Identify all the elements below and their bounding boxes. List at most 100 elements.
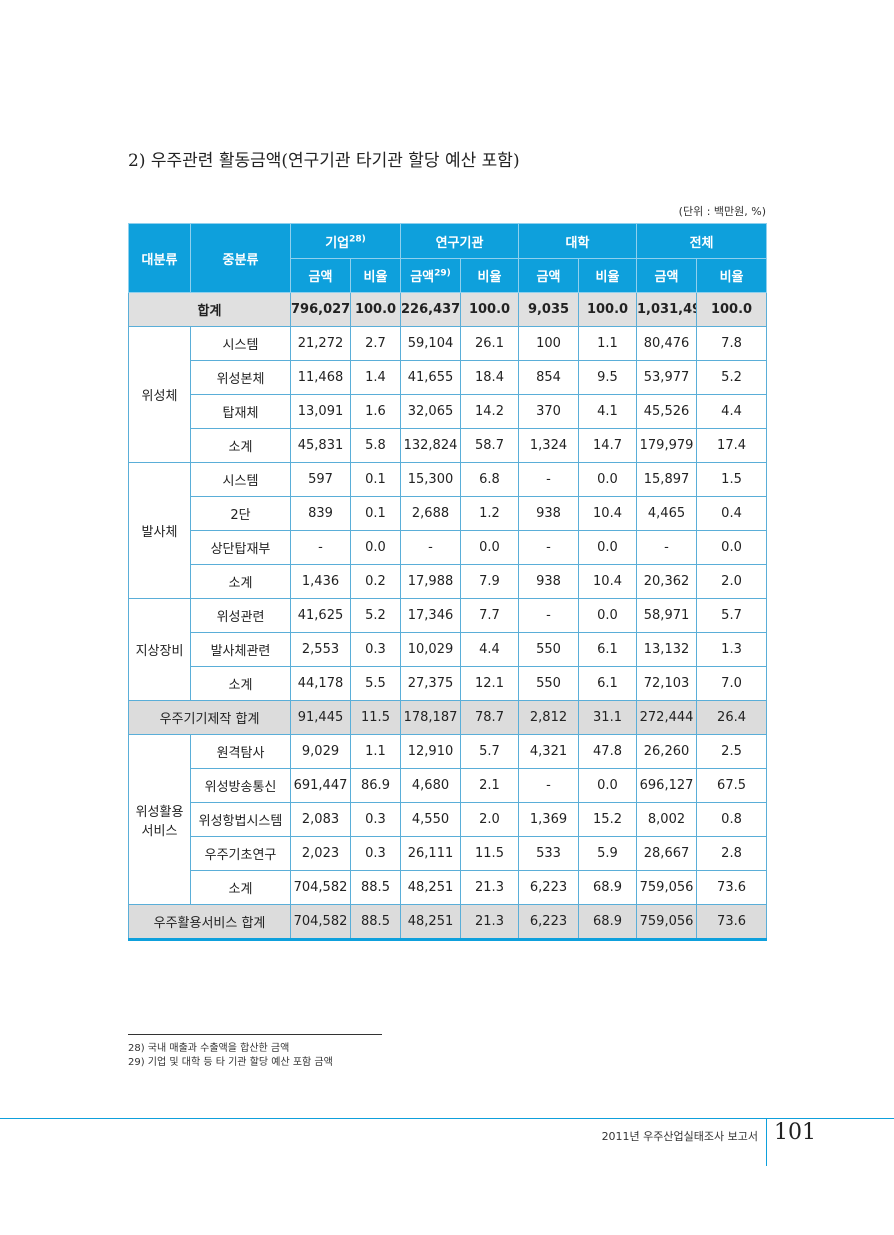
value-cell: 53,977 bbox=[636, 360, 698, 395]
value-cell: 938 bbox=[518, 564, 579, 599]
value-cell: 100.0 bbox=[577, 292, 638, 327]
header-amount: 금액29) bbox=[400, 258, 461, 293]
value-cell: 8,002 bbox=[636, 802, 698, 837]
value-cell: 938 bbox=[518, 496, 579, 531]
activity-amount-table: 대분류 중분류 기업28) 연구기관 대학 전체 금액 비율 금액29) 비율 … bbox=[128, 223, 768, 941]
table-row: 발사체관련 2,553 0.3 10,029 4.4 550 6.1 13,132 1.3 bbox=[129, 632, 768, 667]
table-row: 소계 1,436 0.2 17,988 7.9 938 10.4 20,362 2.0 bbox=[129, 564, 768, 599]
header-amount: 금액 bbox=[636, 258, 698, 293]
value-cell: - bbox=[636, 530, 698, 565]
value-cell: 45,526 bbox=[636, 394, 698, 429]
row-label: 합계 bbox=[128, 292, 291, 327]
table-row: 소계 45,831 5.8 132,824 58.7 1,324 14.7 179,979 17… bbox=[129, 428, 768, 463]
value-cell: 58,971 bbox=[636, 598, 698, 633]
value-cell: 44,178 bbox=[290, 666, 351, 701]
value-cell: 6.1 bbox=[577, 632, 638, 667]
footer-separator bbox=[766, 1118, 767, 1166]
value-cell: 0.0 bbox=[577, 598, 638, 633]
table-row: 탑재체 13,091 1.6 32,065 14.2 370 4.1 45,526 4.4 bbox=[129, 394, 768, 429]
value-cell: 2.8 bbox=[696, 836, 768, 871]
value-cell: 86.9 bbox=[350, 768, 401, 803]
value-cell: 32,065 bbox=[400, 394, 461, 429]
value-cell: 15.2 bbox=[577, 802, 638, 837]
value-cell: 0.0 bbox=[350, 530, 401, 565]
value-cell: 0.0 bbox=[577, 768, 638, 803]
table-row: 소계 704,582 88.5 48,251 21.3 6,223 68.9 759,056 7… bbox=[129, 870, 768, 905]
table-row: 위성본체 11,468 1.4 41,655 18.4 854 9.5 53,977 5.2 bbox=[129, 360, 768, 395]
unit-label: (단위 : 백만원, %) bbox=[678, 205, 766, 218]
row-label: 소계 bbox=[190, 666, 291, 701]
value-cell: 0.1 bbox=[350, 496, 401, 531]
value-cell: 26,111 bbox=[400, 836, 461, 871]
category-label: 발사체 bbox=[141, 525, 178, 540]
value-cell: 68.9 bbox=[577, 870, 638, 905]
value-cell: 10,029 bbox=[400, 632, 461, 667]
value-cell: 21.3 bbox=[460, 870, 519, 905]
value-cell: 14.7 bbox=[577, 428, 638, 463]
value-cell: 88.5 bbox=[350, 904, 401, 941]
value-cell: 6,223 bbox=[518, 904, 579, 941]
value-cell: 0.8 bbox=[696, 802, 768, 837]
value-cell: 2,023 bbox=[290, 836, 351, 871]
value-cell: 5.9 bbox=[577, 836, 638, 871]
value-cell: 2.0 bbox=[460, 802, 519, 837]
value-cell: 7.8 bbox=[696, 326, 768, 361]
value-cell: 1.1 bbox=[350, 734, 401, 769]
table-row: 2단 839 0.1 2,688 1.2 938 10.4 4,465 0.4 bbox=[129, 496, 768, 531]
value-cell: 20,362 bbox=[636, 564, 698, 599]
category-label: 위성체 bbox=[141, 389, 178, 404]
category-cell: 발사체 bbox=[128, 462, 191, 599]
value-cell: 2.5 bbox=[696, 734, 768, 769]
value-cell: 0.3 bbox=[350, 802, 401, 837]
header-group-university: 대학 bbox=[517, 223, 638, 259]
value-cell: 0.2 bbox=[350, 564, 401, 599]
row-label: 탑재체 bbox=[190, 394, 291, 429]
value-cell: 88.5 bbox=[350, 870, 401, 905]
value-cell: 6.8 bbox=[460, 462, 519, 497]
header-ratio: 비율 bbox=[350, 258, 401, 293]
value-cell: 691,447 bbox=[290, 768, 351, 803]
value-cell: 17.4 bbox=[696, 428, 768, 463]
value-cell: 0.4 bbox=[696, 496, 768, 531]
row-label: 상단탑재부 bbox=[190, 530, 291, 565]
table-row: 지상장비 위성관련 41,625 5.2 17,346 7.7-0.0 58,971 5.7 bbox=[128, 598, 768, 701]
value-cell: 179,979 bbox=[636, 428, 698, 463]
value-cell: 2,812 bbox=[518, 700, 579, 735]
value-cell: 26.4 bbox=[696, 700, 768, 735]
value-cell: 759,056 bbox=[636, 870, 698, 905]
table-row: 상단탑재부 -0.0-0.0-0.0-0.0 bbox=[129, 530, 768, 565]
footnote-28: 28) 국내 매출과 수출액을 합산한 금액 bbox=[128, 1043, 290, 1054]
value-cell: 10.4 bbox=[577, 496, 638, 531]
value-cell: 68.9 bbox=[577, 904, 638, 941]
value-cell: 10.4 bbox=[577, 564, 638, 599]
value-cell: 2,688 bbox=[400, 496, 461, 531]
row-label: 소계 bbox=[190, 870, 291, 905]
value-cell: 11.5 bbox=[350, 700, 401, 735]
report-name: 2011년 우주산업실태조사 보고서 bbox=[601, 1130, 758, 1143]
value-cell: 2.7 bbox=[350, 326, 401, 361]
footnote-29: 29) 기업 및 대학 등 타 기관 할당 예산 포함 금액 bbox=[128, 1057, 333, 1068]
category-cell: 위성활용 서비스 bbox=[128, 734, 191, 905]
table-row: 발사체 시스템 597 0.1 15,300 6.8-0.0 15,897 1.5 bbox=[128, 462, 768, 599]
table-row: 위성체 시스템 21,272 2.7 59,104 26.1 100 1.1 80,476 7.8 bbox=[128, 326, 768, 463]
value-cell: 0.0 bbox=[577, 462, 638, 497]
value-cell: 2,553 bbox=[290, 632, 351, 667]
value-cell: 72,103 bbox=[636, 666, 698, 701]
value-cell: 4,680 bbox=[400, 768, 461, 803]
value-cell: 0.0 bbox=[696, 530, 768, 565]
value-cell: 1.6 bbox=[350, 394, 401, 429]
header-ratio: 비율 bbox=[696, 258, 768, 293]
value-cell: 759,056 bbox=[636, 904, 698, 941]
value-cell: 7.0 bbox=[696, 666, 768, 701]
value-cell: 47.8 bbox=[577, 734, 638, 769]
row-label: 소계 bbox=[190, 564, 291, 599]
header-ratio: 비율 bbox=[460, 258, 519, 293]
value-cell: 21,272 bbox=[290, 326, 351, 361]
value-cell: 1.3 bbox=[696, 632, 768, 667]
row-label: 원격탐사 bbox=[190, 734, 291, 769]
value-cell: 13,132 bbox=[636, 632, 698, 667]
footnote-divider bbox=[128, 1034, 382, 1035]
value-cell: 91,445 bbox=[290, 700, 351, 735]
value-cell: 839 bbox=[290, 496, 351, 531]
value-cell: 26.1 bbox=[460, 326, 519, 361]
